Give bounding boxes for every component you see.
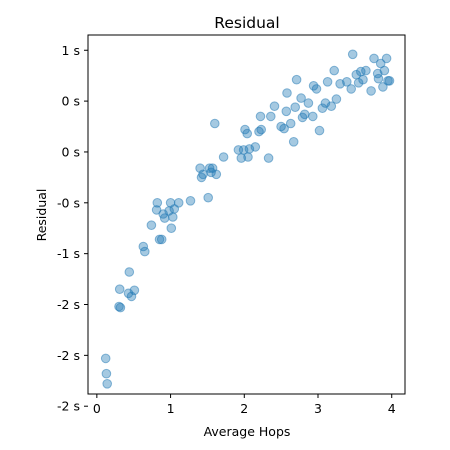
data-point: [263, 153, 274, 163]
data-point: [115, 302, 126, 313]
data-point: [326, 101, 337, 111]
data-point: [146, 220, 157, 230]
data-point: [203, 192, 213, 203]
x-tick-label: 1: [167, 401, 175, 416]
data-point: [342, 77, 352, 87]
data-point: [311, 84, 322, 94]
x-tick-label: 2: [240, 401, 248, 416]
data-point: [366, 86, 376, 96]
data-point: [238, 145, 249, 155]
y-tick-label: -1 s: [57, 246, 80, 261]
data-point: [168, 212, 178, 222]
data-point: [361, 65, 371, 76]
data-point: [243, 152, 253, 162]
data-point: [296, 93, 306, 103]
data-point: [378, 82, 388, 92]
data-point: [346, 84, 357, 94]
data-point: [314, 125, 325, 136]
x-tick-label: 0: [93, 401, 101, 416]
data-point: [322, 77, 333, 87]
data-point: [210, 118, 220, 129]
data-point: [154, 234, 165, 245]
data-point: [233, 145, 244, 155]
data-point: [114, 301, 124, 312]
data-point: [279, 123, 289, 134]
data-point: [381, 53, 392, 64]
data-point: [244, 144, 255, 154]
y-tick-label: -2 s: [57, 297, 80, 312]
y-tick-label: 1 s: [62, 43, 80, 58]
data-point: [285, 118, 296, 129]
data-point: [100, 353, 111, 364]
y-tick-label: -2 s: [57, 399, 80, 414]
data-point: [218, 152, 229, 162]
data-point: [347, 49, 358, 60]
x-tick-label: 4: [388, 401, 396, 416]
data-point: [102, 379, 112, 389]
data-point: [269, 101, 280, 111]
data-point: [317, 103, 328, 113]
axes-frame: [87, 34, 406, 395]
data-point: [358, 74, 368, 85]
points-layer: [100, 49, 395, 389]
y-axis-ticks: 1 s 0 s 0 s -0 s -1 s -2 s -2 s -2 s: [57, 43, 88, 414]
data-point: [101, 368, 112, 379]
y-tick-label: 0 s: [62, 94, 80, 109]
y-tick-label: -0 s: [57, 195, 80, 210]
data-point: [255, 111, 266, 122]
data-point: [156, 234, 167, 245]
y-axis-label: Residual: [34, 189, 49, 242]
x-tick-label: 3: [314, 401, 322, 416]
y-tick-label: 0 s: [62, 144, 80, 159]
data-point: [185, 196, 196, 206]
chart-title: Residual: [214, 14, 279, 32]
data-point: [173, 198, 184, 208]
y-tick-label: -2 s: [57, 348, 80, 363]
data-point: [211, 169, 222, 180]
data-point: [384, 76, 395, 86]
data-point: [303, 98, 314, 108]
data-point: [266, 111, 276, 122]
data-point: [152, 198, 163, 208]
data-point: [379, 65, 390, 76]
data-point: [299, 109, 310, 120]
data-point: [331, 94, 342, 104]
data-point: [329, 65, 340, 76]
data-point: [114, 284, 125, 295]
data-point: [129, 285, 140, 296]
data-point: [242, 128, 252, 139]
data-point: [140, 246, 150, 257]
x-axis-ticks: 0 1 2 3 4: [93, 394, 396, 416]
x-axis-label: Average Hops: [204, 424, 291, 439]
data-point: [369, 53, 379, 64]
data-point: [373, 73, 384, 84]
data-point: [250, 142, 261, 152]
data-point: [166, 223, 177, 233]
data-point: [256, 124, 267, 135]
data-point: [291, 74, 302, 85]
data-point: [290, 102, 301, 112]
data-point: [288, 137, 299, 147]
data-point: [124, 267, 135, 277]
data-point: [281, 106, 292, 117]
data-point: [308, 111, 318, 122]
data-point: [282, 88, 292, 98]
